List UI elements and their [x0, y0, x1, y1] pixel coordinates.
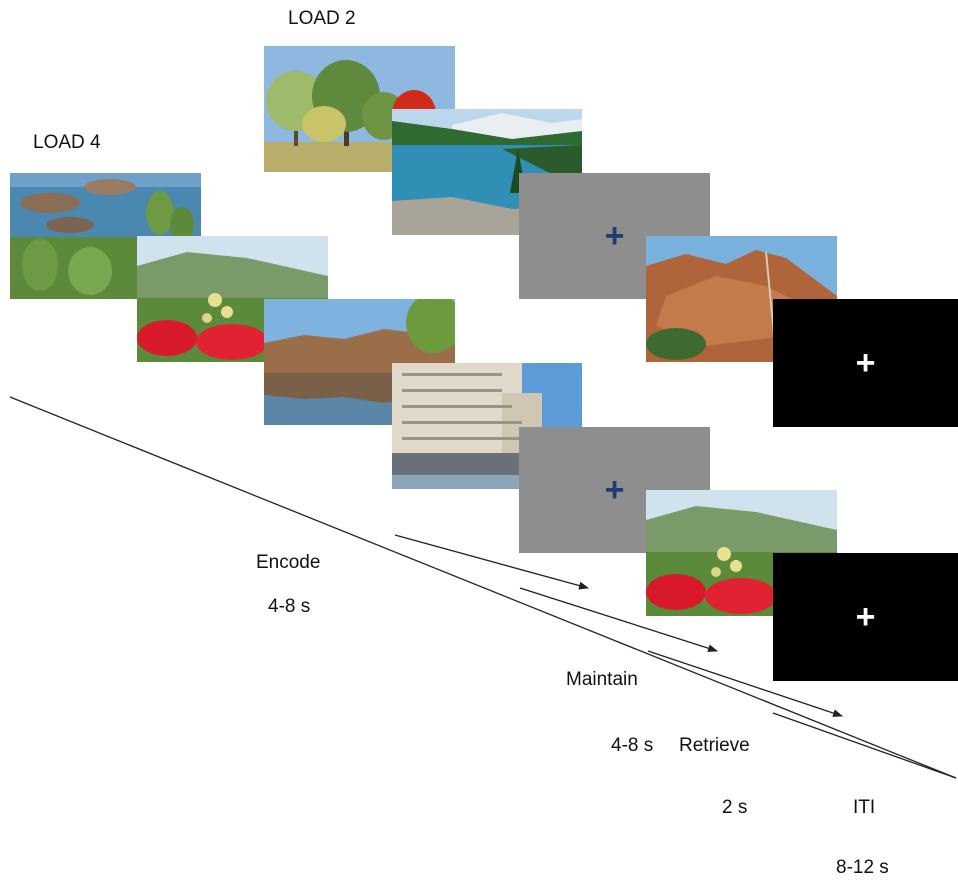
retrieve-arrow — [647, 650, 843, 717]
encode-arrow — [394, 534, 589, 590]
maintain-duration: 4-8 s — [611, 735, 654, 756]
timeline-axis — [9, 396, 957, 779]
load4-label: LOAD 4 — [33, 132, 101, 153]
fixation-cross: + — [855, 344, 876, 382]
retrieve-label: Retrieve — [679, 735, 750, 756]
maintain-arrow — [519, 587, 718, 653]
iti-arrow — [772, 712, 957, 779]
fixation-cross: + — [604, 217, 625, 255]
encode-label: Encode — [256, 552, 321, 573]
autumn-trees-image — [264, 46, 455, 172]
iti-duration: 8-12 s — [836, 857, 889, 878]
retrieve-duration: 2 s — [722, 797, 748, 818]
fixation-black-screen-load4: + — [773, 553, 958, 681]
fixation-cross: + — [604, 471, 625, 509]
iti-label: ITI — [853, 797, 876, 818]
load2-label: LOAD 2 — [288, 8, 356, 29]
maintain-label: Maintain — [566, 669, 638, 690]
fixation-black-screen-load2: + — [773, 299, 958, 427]
fixation-cross: + — [855, 598, 876, 636]
encode-duration: 4-8 s — [268, 596, 311, 617]
